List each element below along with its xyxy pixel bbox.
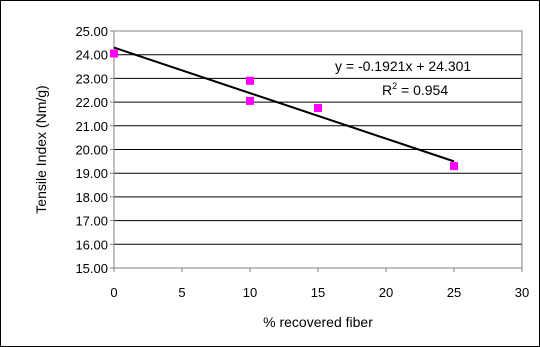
x-tick-label: 25 xyxy=(447,285,461,300)
data-points xyxy=(110,49,458,171)
trendline xyxy=(113,46,455,163)
y-axis-ticks: 15.00 16.00 17.00 18.00 19.00 20.00 21.00 22.00… xyxy=(75,24,114,276)
y-tick-label: 16.00 xyxy=(75,237,108,252)
trendline-equation: y = -0.1921x + 24.301 xyxy=(335,58,471,74)
y-axis-label: Tensile Index (Nm/g) xyxy=(33,85,49,213)
data-point xyxy=(450,162,458,171)
x-axis-label: % recovered fiber xyxy=(263,314,373,330)
y-tick-label: 20.00 xyxy=(75,143,108,158)
x-tick-label: 0 xyxy=(110,285,117,300)
data-point xyxy=(314,104,322,113)
y-tick-label: 25.00 xyxy=(75,24,108,39)
data-point xyxy=(246,76,254,85)
x-axis-ticks: 0 5 10 15 20 25 30 xyxy=(110,268,529,300)
data-point xyxy=(110,49,118,58)
r-squared-r: R xyxy=(382,82,392,98)
y-tick-label: 22.00 xyxy=(75,95,108,110)
x-tick-label: 5 xyxy=(178,285,185,300)
y-tick-label: 23.00 xyxy=(75,71,108,86)
r-squared-value: = 0.954 xyxy=(397,82,448,98)
x-tick-label: 15 xyxy=(311,285,325,300)
x-tick-label: 10 xyxy=(243,285,257,300)
data-point xyxy=(246,96,254,105)
r-squared-sup: 2 xyxy=(392,81,397,91)
y-tick-label: 17.00 xyxy=(75,214,108,229)
y-tick-label: 21.00 xyxy=(75,119,108,134)
y-tick-label: 24.00 xyxy=(75,48,108,63)
y-tick-label: 18.00 xyxy=(75,190,108,205)
x-tick-label: 20 xyxy=(379,285,393,300)
r-squared-label: R2 = 0.954 xyxy=(382,81,448,98)
y-tick-label: 15.00 xyxy=(75,261,108,276)
x-tick-label: 30 xyxy=(515,285,529,300)
y-tick-label: 19.00 xyxy=(75,166,108,181)
